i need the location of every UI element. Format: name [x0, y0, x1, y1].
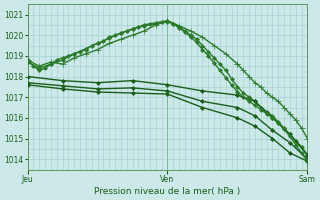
X-axis label: Pression niveau de la mer( hPa ): Pression niveau de la mer( hPa ): [94, 187, 241, 196]
